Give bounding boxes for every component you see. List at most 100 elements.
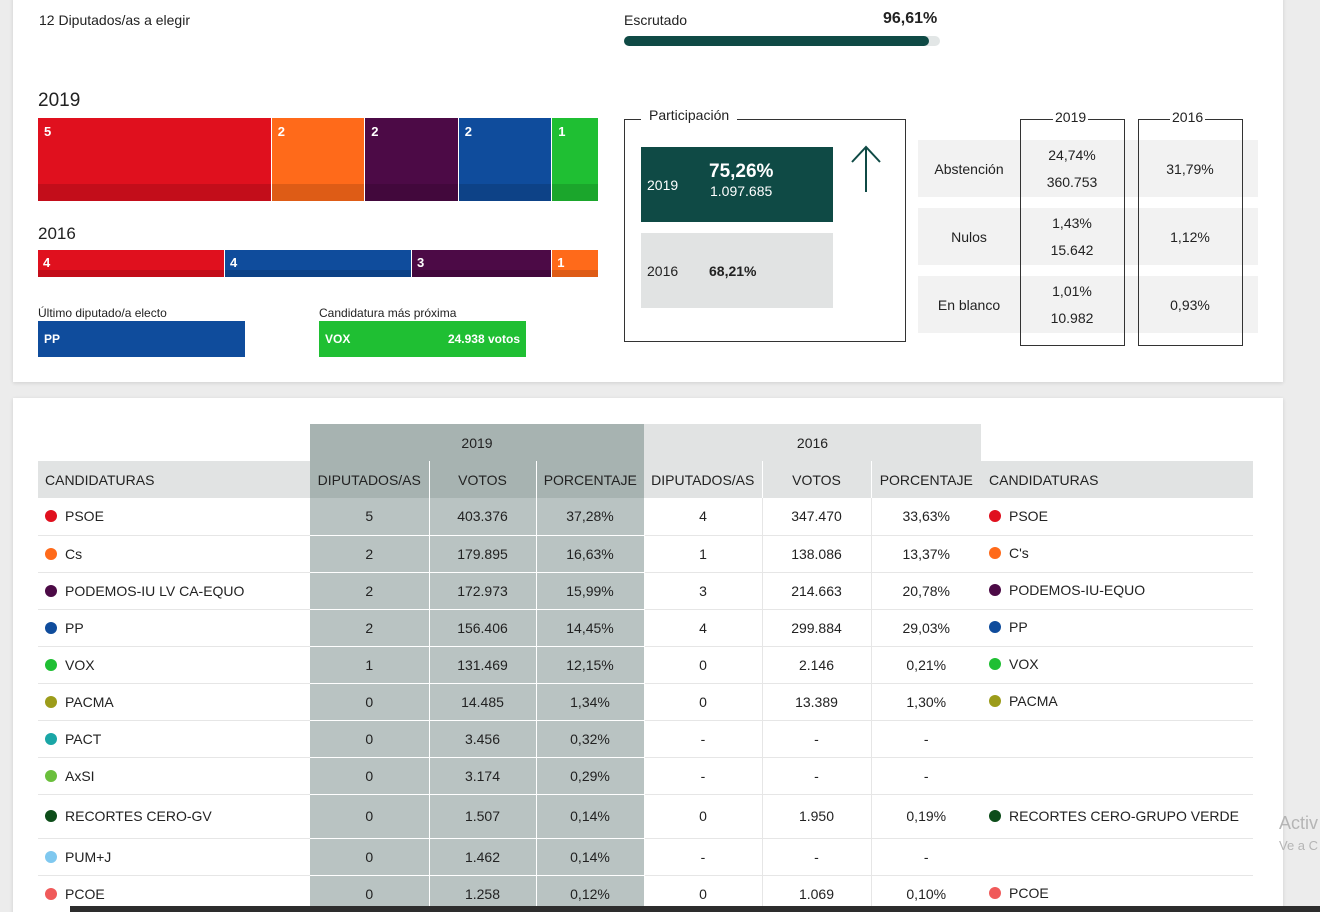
party-label: PACMA [1009,693,1058,709]
segment-shade [552,270,598,277]
party-name-2016: C's [981,535,1253,573]
seat-count: 5 [44,124,52,139]
porcentaje-2019: 37,28% [536,498,645,536]
porcentaje-2019: 16,63% [536,535,645,573]
party-label: RECORTES CERO-GRUPO VERDE [1009,807,1239,824]
table-row: PUM+J 0 1.462 0,14% - - - [38,838,1253,876]
participation-title: Participación [641,107,738,123]
bar-year-2019: 2019 [38,90,81,111]
party-name-2016 [981,757,1253,795]
party-color-dot [45,732,57,745]
stat-2019-count: 360.753 [1046,173,1098,190]
escrutado-progress-fill [624,36,930,46]
stat-2019: 1,01% 10.982 [1020,276,1124,333]
closest-party: VOX 24.938 votos [319,321,526,357]
table-row: RECORTES CERO-GV 0 1.507 0,14% 0 1.950 0,19% RE… [38,794,1253,839]
stat-2019-pct: 1,43% [1052,215,1092,232]
party-label: AxSI [65,767,95,784]
table-row: Cs 2 179.895 16,63% 1 138.086 13,37% C's [38,535,1253,573]
diputados-2016: 4 [644,609,763,647]
diputados-2016: 0 [644,794,763,839]
segment-shade [38,270,224,277]
diputados-2019: 2 [310,609,430,647]
party-color-dot [989,584,1001,596]
party-color-dot [989,658,1001,670]
diputados-2016: 0 [644,683,763,721]
table-row: PACT 0 3.456 0,32% - - - [38,720,1253,758]
party-name-2019: AxSI [38,757,310,795]
party-name-2019: PSOE [38,498,310,536]
segment-shade [225,270,411,277]
party-label: PUM+J [65,848,112,865]
stats-column-2016-frame [1138,119,1243,346]
horizontal-scrollbar[interactable] [70,906,1320,912]
porcentaje-2016: 1,30% [871,683,981,721]
seat-segment: 4 [225,250,411,277]
last-elected-party: PP [38,321,245,357]
year-header-row: 2019 2016 [38,424,1253,461]
porcentaje-2016: - [871,757,981,795]
stat-row: Nulos 1,43% 15.642 1,12% [918,208,1258,265]
party-color-dot [45,621,57,634]
diputados-2019: 0 [310,794,430,839]
closest-label: Candidatura más próxima [319,306,457,320]
seat-segment: 1 [552,250,598,277]
votos-2016: 2.146 [762,646,872,684]
porcentaje-2016: 33,63% [871,498,981,536]
segment-shade [458,184,552,201]
activate-windows-watermark: Activ [1279,813,1319,833]
party-name-2016: VOX [981,646,1253,684]
diputados-2016: - [644,720,763,758]
seat-segment: 4 [38,250,224,277]
seat-count: 3 [417,255,425,270]
stat-2019-count: 10.982 [1050,309,1094,326]
stat-2019: 24,74% 360.753 [1020,140,1124,197]
party-label: PCOE [65,885,105,902]
segment-shade [38,184,271,201]
party-name-2016: RECORTES CERO-GRUPO VERDE [981,794,1253,839]
party-label: PACMA [65,693,114,710]
party-label: PSOE [65,508,104,525]
year-header-2016: 2016 [644,424,981,461]
seat-segment: 1 [552,118,598,201]
activate-windows-subtext: Ve a C [1279,838,1319,853]
porcentaje-2016: 20,78% [871,572,981,610]
col-porcentaje-2019: PORCENTAJE [536,461,644,498]
porcentaje-2016: - [871,838,981,876]
porcentaje-2016: 0,19% [871,794,981,839]
col-candidaturas-2016: CANDIDATURAS [981,461,1253,498]
votos-2016: 299.884 [762,609,872,647]
table-row: PCOE 0 1.258 0,12% 0 1.069 0,10% PCOE [38,875,1253,912]
last-elected-party-name: PP [44,332,61,346]
diputados-2016: 3 [644,572,763,610]
party-color-dot [45,769,57,782]
party-color-dot [45,850,57,863]
party-label: PP [65,619,84,636]
seat-count: 2 [371,124,379,139]
stats-column-2019-frame [1020,119,1125,346]
party-label: C's [1009,545,1029,561]
party-name-2019: PUM+J [38,838,310,876]
bar-year-2016: 2016 [38,224,76,243]
party-name-2016: PODEMOS-IU-EQUO [981,572,1253,610]
table-row: PODEMOS-IU LV CA-EQUO 2 172.973 15,99% 3 214.… [38,572,1253,610]
segment-shade [271,184,365,201]
party-name-2016 [981,838,1253,876]
party-label: PCOE [1009,885,1049,901]
diputados-2019: 5 [310,498,430,536]
escrutado-progress-bar [624,36,940,46]
seat-segment: 2 [271,118,365,201]
seat-segment: 5 [38,118,271,201]
party-color-dot [989,621,1001,633]
party-name-2016: PCOE [981,875,1253,912]
seat-count: 2 [277,124,285,139]
col-diputados-2019: DIPUTADOS/AS [310,461,430,498]
escrutado-label: Escrutado [624,12,688,28]
party-label: VOX [1009,656,1039,672]
segment-shade [412,270,552,277]
stat-label: En blanco [937,296,1001,313]
party-label: PP [1009,619,1028,635]
seats-bar-2016: 4 4 3 1 [38,250,599,277]
votos-2019: 1.462 [429,838,537,876]
votos-2019: 1.507 [429,794,537,839]
